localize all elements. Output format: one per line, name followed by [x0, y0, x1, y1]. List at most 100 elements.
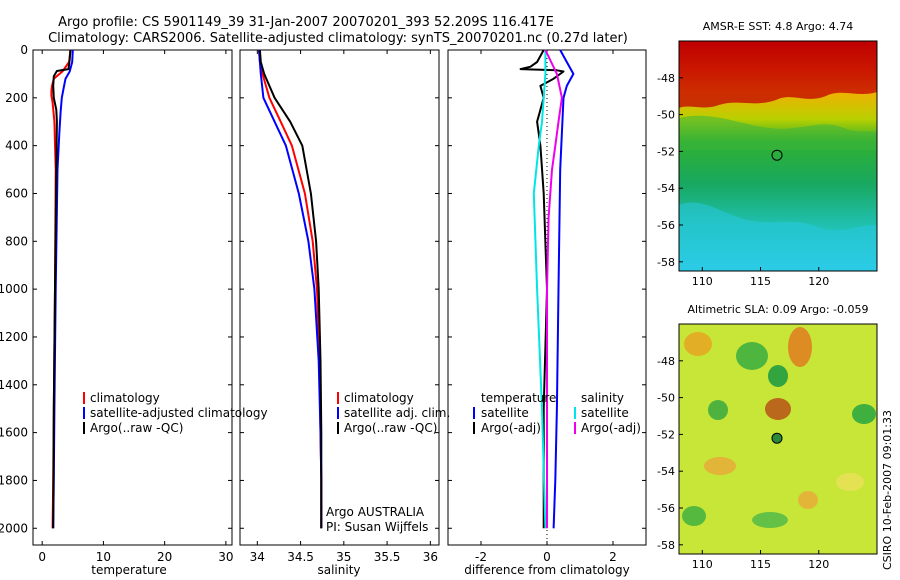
credit-line2: PI: Susan Wijffels [326, 520, 428, 534]
lon-tick-label: 120 [808, 275, 829, 288]
series-line-temperature-satellite [552, 49, 575, 529]
difference-series [519, 49, 575, 545]
y-tick-label: 0 [20, 43, 28, 57]
series-line-argo-raw-qc [258, 49, 323, 529]
sst-field [679, 41, 877, 271]
legend-label-climatology: climatology [90, 391, 160, 405]
legend-label-argo: Argo(..raw -QC) [90, 421, 183, 435]
x-tick-label: 30 [218, 550, 233, 564]
legend-title-temperature: temperature [481, 391, 556, 405]
lat-tick-label: -58 [657, 256, 675, 269]
salinity-panel: 34 34.5 35 35.5 36 salinity climatology sate… [239, 49, 450, 577]
lon-tick-label: 115 [750, 275, 771, 288]
x-tick-label: 34.5 [287, 550, 314, 564]
sla-field [679, 324, 877, 554]
x-tick-label: 34 [250, 550, 265, 564]
lat-tick-label: -54 [657, 465, 675, 478]
temperature-x-axis: 0 10 20 30 [38, 50, 234, 564]
salinity-x-axis: 34 34.5 35 35.5 36 [240, 49, 439, 564]
y-tick-label: 1800 [0, 473, 28, 487]
salinity-axes-box [239, 49, 440, 546]
legend-label-argo: Argo(..raw -QC) [344, 421, 437, 435]
x-tick-label: 36 [423, 550, 438, 564]
series-line-argo-raw-qc [52, 49, 72, 529]
x-tick-label: 10 [96, 550, 111, 564]
legend-label-sal-argo: Argo(-adj) [581, 421, 641, 435]
sst-warm-front [679, 41, 877, 108]
difference-legend: temperature satellite Argo(-adj) salinit… [473, 391, 641, 435]
lat-tick-label: -48 [657, 72, 675, 85]
sla-low-b [768, 365, 788, 387]
x-tick-label: 20 [157, 550, 172, 564]
lon-tick-label: 115 [750, 558, 771, 571]
sla-high-a [684, 332, 712, 356]
series-line-salinity-argo-adj [544, 49, 563, 529]
lat-tick-label: -52 [657, 428, 675, 441]
credit-line1: Argo AUSTRALIA [326, 505, 425, 519]
figure-title-line2: Climatology: CARS2006. Satellite-adjuste… [48, 31, 628, 46]
sla-low-e [682, 506, 706, 526]
lat-tick-label: -50 [657, 392, 675, 405]
legend-label-satellite-adj: satellite adj. clim. [344, 406, 450, 420]
sst-map-title: AMSR-E SST: 4.8 Argo: 4.74 [703, 20, 854, 33]
lat-tick-label: -50 [657, 109, 675, 122]
sla-float-marker [771, 432, 783, 444]
sla-neutral-a [836, 473, 864, 491]
salinity-series [258, 49, 323, 529]
legend-label-satellite-adjusted: satellite-adjusted climatology [90, 406, 268, 420]
sla-map-axes: 110 115 120 -48 -50 -52 -54 -56 -58 [657, 355, 829, 571]
series-line-salinity-satellite [532, 50, 547, 529]
lat-tick-label: -58 [657, 539, 675, 552]
sla-map-title: Altimetric SLA: 0.09 Argo: -0.059 [688, 303, 869, 316]
salinity-legend: climatology satellite adj. clim. Argo(..… [337, 391, 450, 435]
salinity-x-label: salinity [317, 563, 360, 577]
sla-high-b [788, 327, 812, 367]
sla-high-d [704, 457, 736, 475]
temperature-axes-box [32, 49, 233, 546]
sst-float-marker [771, 149, 783, 161]
x-tick-label: 35.5 [374, 550, 401, 564]
y-tick-label: 800 [5, 234, 28, 248]
y-tick-label: 2000 [0, 521, 28, 535]
difference-panel: -2 0 2 difference from climatology tempera… [447, 49, 647, 577]
sst-map-panel: AMSR-E SST: 4.8 Argo: 4.74 110 115 120 -48 -… [657, 20, 878, 288]
sla-low-c [708, 400, 728, 420]
legend-label-temp-satellite: satellite [481, 406, 529, 420]
sla-high-c [765, 398, 791, 420]
legend-label-sal-satellite: satellite [581, 406, 629, 420]
x-tick-label: 2 [609, 550, 617, 564]
sst-map-axes: 110 115 120 -48 -50 -52 -54 -56 -58 [657, 72, 829, 288]
series-line-temperature-argo-adj [519, 49, 565, 529]
lon-tick-label: 120 [808, 558, 829, 571]
sst-frontal-band [679, 115, 877, 150]
difference-x-label: difference from climatology [464, 563, 630, 577]
sst-cold-water [679, 202, 877, 271]
y-tick-label: 400 [5, 139, 28, 153]
lat-tick-label: -52 [657, 145, 675, 158]
temperature-legend: climatology satellite-adjusted climatolo… [83, 391, 268, 435]
temperature-x-label: temperature [91, 563, 166, 577]
y-tick-label: 1400 [0, 378, 28, 392]
lat-tick-label: -56 [657, 219, 675, 232]
lon-tick-label: 110 [692, 275, 713, 288]
legend-label-climatology: climatology [344, 391, 414, 405]
sla-map-panel: Altimetric SLA: 0.09 Argo: -0.059 110 115… [657, 303, 878, 571]
x-tick-label: 35 [336, 550, 351, 564]
y-tick-label: 600 [5, 186, 28, 200]
lon-tick-label: 110 [692, 558, 713, 571]
lat-tick-label: -56 [657, 502, 675, 515]
sla-low-d [852, 404, 876, 424]
temperature-panel: 0 200 400 600 800 1000 1200 1400 1600 1800 2000 0 1… [0, 43, 268, 577]
y-tick-label: 1000 [0, 282, 28, 296]
sst-map-frame [678, 40, 878, 272]
x-tick-label: 0 [543, 550, 551, 564]
x-tick-label: -2 [475, 550, 487, 564]
y-tick-label: 200 [5, 91, 28, 105]
y-tick-label: 1200 [0, 330, 28, 344]
lat-tick-label: -48 [657, 355, 675, 368]
legend-title-salinity: salinity [581, 391, 624, 405]
figure-title-line1: Argo profile: CS 5901149_39 31-Jan-2007 … [58, 15, 554, 30]
legend-label-temp-argo: Argo(-adj) [481, 421, 541, 435]
difference-x-axis: -2 0 2 [448, 49, 646, 564]
